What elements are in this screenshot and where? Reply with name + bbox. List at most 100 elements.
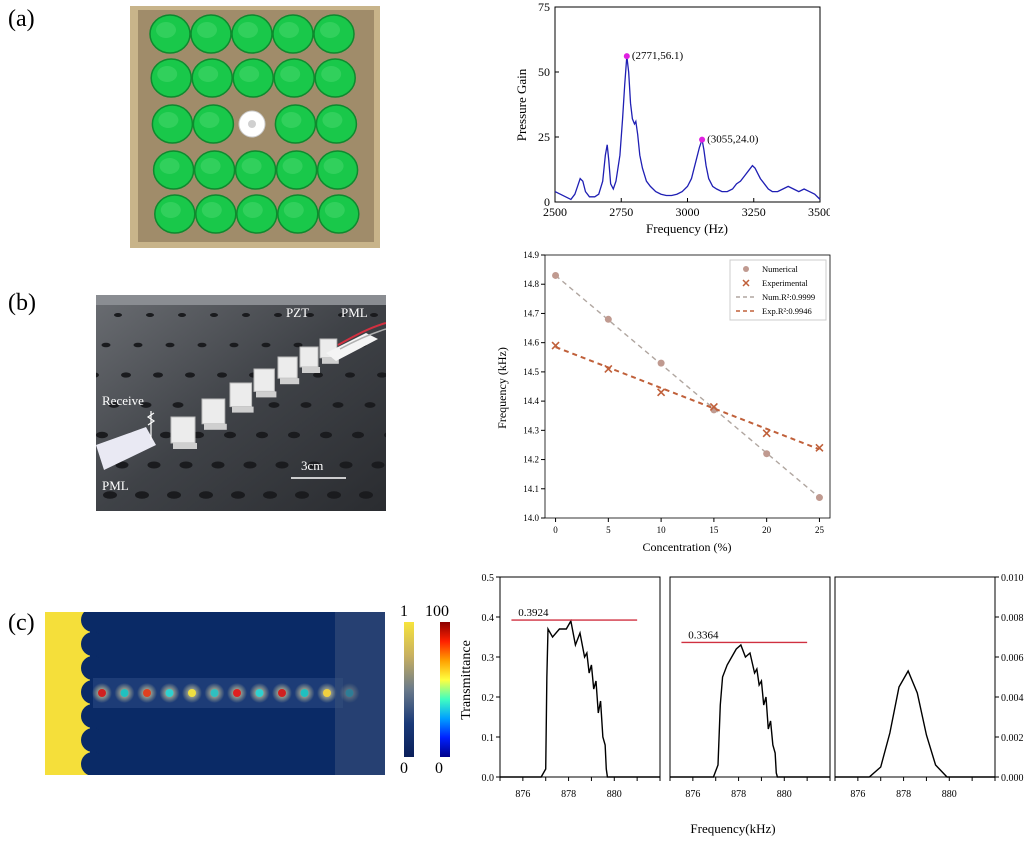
scale-label: 3cm (301, 458, 323, 473)
experimental-point (709, 402, 718, 412)
x-tick-label: 3500 (808, 205, 830, 219)
experimental-point (551, 341, 560, 350)
numerical-point (552, 271, 560, 279)
transmittance-panel: 876 878 880 0.000 0.002 0.004 0.006 0.008 0.010 (834, 573, 1024, 800)
numerical-point (815, 494, 823, 502)
field-hotspot (98, 689, 106, 697)
y-tick-label: 0.3 (482, 653, 495, 664)
reference-label: 0.3364 (688, 629, 719, 641)
waveguide-block (277, 356, 298, 379)
x-tick-label: 3250 (742, 205, 766, 219)
cylinder (314, 58, 356, 98)
experimental-point (657, 388, 666, 397)
transmittance-series (500, 619, 660, 778)
transmittance-panel: 876 878 880 0.3924 0.0 0.1 0.2 0.3 0.4 0.5 (482, 573, 661, 800)
numerical-point (763, 450, 771, 458)
numerical-point (604, 315, 612, 323)
center-defect (238, 110, 266, 138)
field-hotspot (255, 689, 264, 697)
cylinder (190, 14, 232, 54)
x-tick-label: 10 (657, 525, 667, 535)
y-tick-label: 14.5 (523, 367, 539, 377)
x-tick-label: 25 (815, 525, 825, 535)
transmittance-series (670, 643, 830, 778)
cylinder (193, 150, 236, 190)
waveguide-block (170, 416, 196, 444)
cylinder (273, 58, 315, 98)
y-tick-label: 14.0 (523, 513, 539, 523)
y-tick-label: 14.1 (523, 484, 539, 494)
cylinder (234, 150, 277, 190)
cylinder (149, 14, 191, 54)
cylinder (151, 104, 194, 144)
y-tick-label: 14.7 (523, 308, 539, 318)
y-tick-label: 0.1 (482, 733, 495, 744)
fit-line (555, 274, 820, 499)
pressure-gain-series (554, 56, 821, 201)
legend-entry: Exp.R²:0.9946 (762, 306, 812, 316)
receive-label: Receive (102, 393, 144, 408)
y-tick-label: 14.2 (523, 455, 539, 465)
field-hotspot (323, 689, 331, 697)
colorbar-gray-min: 0 (400, 760, 408, 777)
pzt-label: PZT (286, 305, 309, 320)
y-tick-label: 14.8 (523, 279, 539, 289)
x-axis-label: Frequency(kHz) (690, 821, 775, 836)
fit-line (555, 346, 820, 451)
cylinder (316, 150, 359, 190)
x-tick-label: 880 (777, 789, 792, 800)
pml-label-top: PML (341, 305, 368, 320)
cylinder (272, 14, 314, 54)
x-axis-label: Concentration (%) (643, 540, 732, 554)
colorbar-jet-min: 0 (435, 760, 443, 777)
legend-entry: Experimental (762, 278, 808, 288)
y-tick-label-right: 0.000 (1001, 773, 1024, 784)
x-axis-label: Frequency (Hz) (646, 221, 728, 236)
panel-label-b: (b) (8, 290, 36, 316)
field-hotspot (165, 689, 174, 697)
cylinder (315, 104, 358, 144)
transmittance-series (835, 669, 995, 778)
experimental-point (815, 443, 824, 452)
y-tick-label: 0.4 (482, 613, 495, 624)
legend-entry: Numerical (762, 264, 799, 274)
y-tick-label: 25 (538, 130, 550, 144)
x-tick-label: 876 (685, 789, 700, 800)
y-tick-label: 0.5 (482, 573, 495, 584)
panel-label-a: (a) (8, 6, 35, 32)
pml-label-bottom: PML (102, 478, 129, 493)
cylinder (150, 58, 192, 98)
transmittance-panel: 876 878 880 0.3364 (669, 576, 831, 800)
y-tick-label-right: 0.004 (1001, 693, 1024, 704)
field-hotspot (188, 689, 196, 697)
y-tick-label-right: 0.010 (1001, 573, 1024, 584)
y-tick-label: 75 (538, 0, 550, 14)
x-tick-label: 20 (762, 525, 772, 535)
x-tick-label: 878 (896, 789, 911, 800)
y-axis-label: Pressure Gain (514, 68, 529, 141)
y-tick-label: 14.4 (523, 396, 539, 406)
cylinder (274, 104, 317, 144)
plot-frame (544, 254, 831, 519)
numerical-point (657, 359, 665, 367)
y-axis-label: Transmittance (459, 640, 474, 720)
pml-left-strip (96, 427, 156, 470)
cylinder (195, 194, 237, 234)
x-tick-label: 2750 (609, 205, 633, 219)
y-tick-label-right: 0.006 (1001, 653, 1024, 664)
cylinder (232, 58, 274, 98)
x-tick-label: 880 (607, 789, 622, 800)
cylinder (277, 194, 319, 234)
frequency-concentration-chart: 0 5 10 15 20 25 14.0 14.1 14.2 14.3 14.4 14.5 14.6 14… (495, 250, 831, 554)
y-tick-label: 0.0 (482, 773, 495, 784)
waveguide-photo: PZT PML Receive PML 3cm (96, 295, 386, 511)
cylinder (275, 150, 318, 190)
experimental-point (604, 364, 613, 374)
colorbar-jet-max: 100 (425, 603, 449, 620)
peak-label: (2771,56.1) (632, 50, 684, 62)
legend-entry: Num.R²:0.9999 (762, 292, 815, 302)
x-tick-label: 3000 (676, 205, 700, 219)
y-tick-label: 14.6 (523, 338, 539, 348)
field-hotspot (278, 689, 286, 697)
cylinder (191, 58, 233, 98)
